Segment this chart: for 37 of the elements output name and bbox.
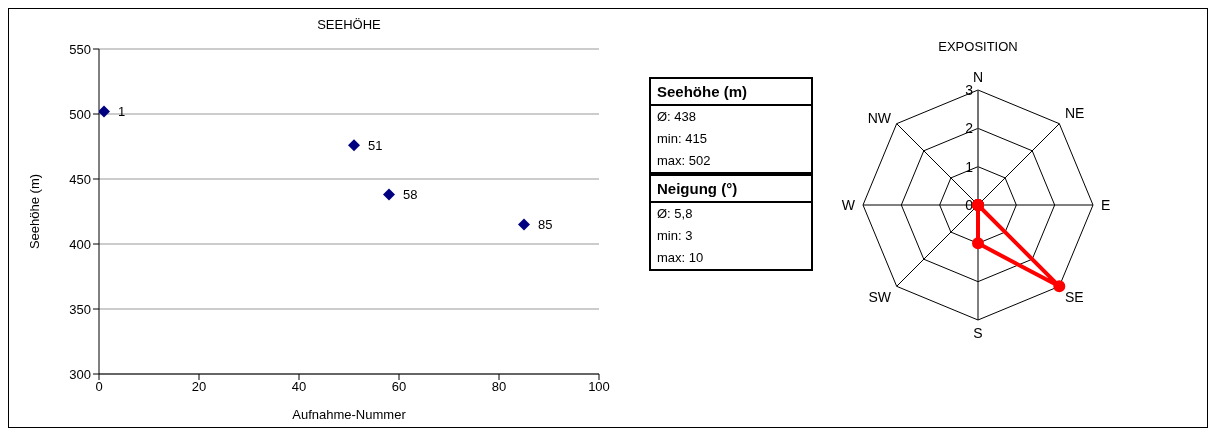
chart-title: SEEHÖHE	[316, 17, 382, 34]
annotation: 58	[403, 187, 418, 203]
y-tick-label: 0	[965, 197, 974, 213]
x-tick-label: 60	[391, 379, 407, 395]
y-tick-label: 400	[69, 236, 91, 252]
spoke-label: SE	[1064, 288, 1084, 305]
y-tick-label: 500	[69, 106, 91, 122]
spoke-label: SW	[868, 288, 892, 305]
spoke-label: NE	[1064, 105, 1085, 122]
x-tick-label: 0	[95, 379, 103, 395]
x-tick-label: 20	[191, 379, 207, 395]
x-tick-label: 100	[588, 379, 610, 395]
spoke-label: W	[841, 196, 856, 213]
y-tick-label: 450	[69, 171, 91, 187]
y-tick-label: 300	[69, 366, 91, 382]
annotation: 85	[538, 217, 553, 233]
text: min: 3	[656, 227, 694, 245]
text: Ø: 438	[656, 108, 698, 126]
y-tick-label: 350	[69, 301, 91, 317]
spoke-label: S	[973, 324, 983, 341]
annotation: 51	[368, 137, 383, 153]
spoke-label: NW	[867, 110, 892, 126]
text: max: 502	[656, 152, 712, 170]
text: Ø: 5,8	[656, 205, 694, 223]
y-axis-title: Seehöhe (m)	[26, 173, 42, 250]
text: max: 10	[656, 249, 705, 267]
text: min: 415	[656, 130, 708, 148]
text: Neigung (°)	[651, 176, 811, 203]
y-tick-label: 550	[69, 41, 91, 57]
annotation: 1	[118, 104, 126, 120]
spoke-label: E	[1101, 196, 1111, 213]
x-axis-title: Aufnahme-Nummer	[292, 407, 407, 422]
x-tick-label: 80	[491, 379, 507, 395]
chart-title: EXPOSITION	[937, 39, 1019, 55]
text: Seehöhe (m)	[651, 79, 811, 106]
x-tick-label: 40	[291, 379, 307, 395]
spoke-label: N	[972, 69, 984, 85]
